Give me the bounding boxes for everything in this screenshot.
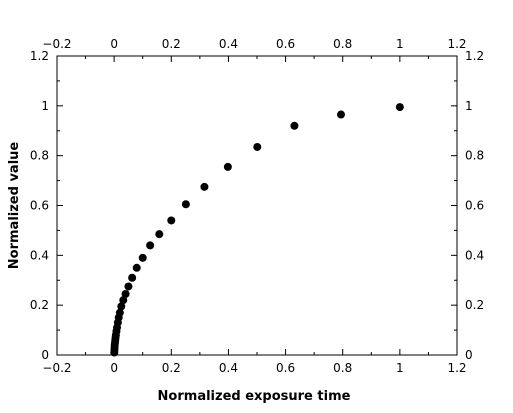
data-point — [115, 308, 124, 317]
data-point — [146, 241, 155, 250]
data-point — [200, 182, 209, 191]
x-axis-title: Normalized exposure time — [158, 389, 351, 404]
x-tick-label-bottom: 0.8 — [333, 361, 352, 375]
x-tick-label-bottom: 0 — [110, 361, 118, 375]
y-tick-label-right: 0.2 — [465, 298, 484, 312]
y-tick-label-left: 0.4 — [30, 248, 49, 262]
y-tick-label-left: 0 — [41, 348, 49, 362]
data-point — [121, 289, 130, 298]
x-tick-label-bottom: −0.2 — [42, 361, 71, 375]
y-tick-label-right: 0.8 — [465, 149, 484, 163]
x-tick-label-bottom: 1.2 — [447, 361, 466, 375]
data-point — [337, 110, 345, 119]
tick-labels-layer: −0.2−0.2000.20.20.40.40.60.60.80.8111.21… — [30, 37, 484, 375]
y-tick-label-right: 0 — [465, 348, 473, 362]
data-point — [128, 273, 137, 282]
x-tick-label-bottom: 1 — [396, 361, 404, 375]
x-tick-label-top: 1 — [396, 37, 404, 51]
y-tick-label-left: 0.2 — [30, 298, 49, 312]
data-point — [132, 263, 141, 272]
data-point — [155, 230, 164, 239]
y-tick-label-left: 0.6 — [30, 199, 49, 213]
data-point — [119, 296, 128, 305]
data-point — [253, 142, 262, 151]
y-tick-label-right: 0.6 — [465, 199, 484, 213]
x-tick-label-top: 0.4 — [219, 37, 238, 51]
x-tick-label-top: 0.2 — [162, 37, 181, 51]
x-tick-label-bottom: 0.6 — [276, 361, 295, 375]
data-point — [167, 216, 176, 225]
x-tick-label-top: 0.8 — [333, 37, 352, 51]
y-tick-label-left: 0.8 — [30, 149, 49, 163]
y-tick-label-right: 1.2 — [465, 49, 484, 63]
y-tick-label-left: 1 — [41, 99, 49, 113]
data-point — [181, 200, 190, 209]
ticks-layer — [56, 55, 458, 356]
data-point — [124, 282, 133, 291]
data-point — [138, 253, 147, 262]
y-tick-label-right: 0.4 — [465, 248, 484, 262]
x-tick-label-top: 0.6 — [276, 37, 295, 51]
y-tick-label-right: 1 — [465, 99, 473, 113]
x-tick-label-bottom: 0.2 — [162, 361, 181, 375]
x-tick-label-bottom: 0.4 — [219, 361, 238, 375]
y-tick-label-left: 1.2 — [30, 49, 49, 63]
data-point — [395, 103, 404, 112]
y-axis-title: Normalized value — [7, 142, 22, 270]
x-tick-label-top: 1.2 — [447, 37, 466, 51]
data-point — [290, 121, 299, 130]
x-tick-label-top: 0 — [110, 37, 118, 51]
data-points-layer — [110, 103, 404, 357]
data-point — [117, 302, 126, 311]
x-tick-label-top: −0.2 — [42, 37, 71, 51]
data-point — [223, 162, 232, 171]
